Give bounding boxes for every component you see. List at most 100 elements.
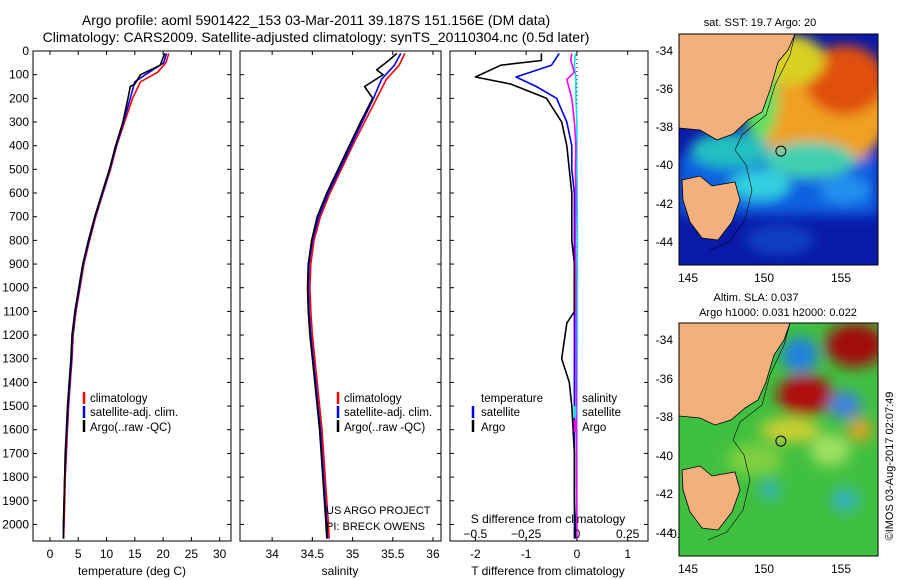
sla-lat-labels: -34 -36 -38 -40 -42 -44	[656, 333, 674, 540]
title-line1: Argo profile: aoml 5901422_153 03-Mar-20…	[82, 12, 550, 28]
x-tick-label: -1	[521, 547, 532, 561]
temperature-xlabel: temperature (deg C)	[78, 564, 186, 578]
tasmania	[681, 465, 741, 531]
difference-legend: temperature satellite Argo salinity sate…	[471, 393, 621, 434]
sst-map: sat. SST: 19.7 Argo: 20 -34 -36 -38 -40 …	[656, 17, 879, 285]
pi-annotation: PI: BRECK OWENS	[326, 521, 425, 533]
s-tick-label: 0.25	[616, 527, 640, 541]
s-tick-label: −0.5	[464, 527, 488, 541]
legend-satellite: satellite-adj. clim.	[90, 407, 178, 419]
legend-t-satellite: satellite	[481, 407, 520, 419]
legend-climatology: climatology	[90, 393, 148, 405]
lon-tick-label: 145	[678, 562, 698, 576]
x-tick-label: 10	[100, 547, 114, 561]
depth-tick-label: 800	[9, 233, 29, 247]
lon-tick-label: 155	[831, 562, 851, 576]
lat-tick-label: -34	[656, 333, 674, 347]
temperature-ticks: 0 5 10 15 20 25 30	[33, 50, 231, 561]
legend-salinity-title: salinity	[582, 393, 617, 405]
profile-location-marker	[775, 145, 787, 157]
series-line-argo-raw-qc-	[62, 53, 166, 539]
sst-lon-labels: 145 150 155	[678, 271, 851, 285]
depth-tick-label: 100	[9, 68, 29, 82]
x-tick-label: 20	[156, 547, 170, 561]
lat-tick-label: -42	[656, 197, 674, 211]
x-tick-label: 25	[185, 547, 199, 561]
temperature-legend: climatology satellite-adj. clim. Argo(..…	[82, 392, 178, 434]
legend-satellite: satellite-adj. clim.	[344, 407, 432, 419]
x-tick-label: 30	[213, 547, 227, 561]
salinity-xlabel: salinity	[322, 564, 359, 578]
project-annotation: US ARGO PROJECT	[326, 505, 431, 517]
lat-tick-label: -42	[656, 487, 674, 501]
temperature-series	[62, 53, 170, 539]
salinity-legend: climatology satellite-adj. clim. Argo(..…	[336, 392, 432, 434]
series-line-s-argo	[565, 53, 578, 539]
x-tick-label: 35	[346, 547, 360, 561]
lat-tick-label: -44	[656, 526, 674, 540]
depth-tick-label: 2000	[2, 517, 29, 531]
salinity-plot-frame	[239, 50, 442, 542]
temperature-plot-frame	[32, 50, 232, 542]
x-tick-label: 5	[75, 547, 82, 561]
depth-tick-label: 1500	[2, 399, 29, 413]
title-line2: Climatology: CARS2009. Satellite-adjuste…	[43, 29, 590, 45]
series-line-s-satellite	[573, 53, 579, 539]
difference-panel: -2 -1 0 1 S difference from climatology −0.…	[449, 50, 688, 578]
lon-tick-label: 155	[831, 271, 851, 285]
shelf-contour	[707, 323, 791, 541]
lat-tick-label: -34	[656, 44, 674, 58]
depth-tick-label: 1700	[2, 446, 29, 460]
shelf-contour	[709, 34, 796, 251]
x-tick-label: 35.5	[381, 547, 405, 561]
sst-lat-labels: -34 -36 -38 -40 -42 -44	[656, 44, 674, 249]
x-tick-label: 15	[128, 547, 142, 561]
mainland-australia	[679, 34, 796, 141]
sst-field	[679, 34, 878, 265]
lat-tick-label: -40	[656, 449, 674, 463]
depth-tick-label: 200	[9, 91, 29, 105]
x-tick-label: 36	[426, 547, 440, 561]
depth-tick-label: 1400	[2, 375, 29, 389]
salinity-ticks: 34 34.5 35 35.5 36	[240, 50, 441, 561]
depth-tick-label: 1900	[2, 494, 29, 508]
s-difference-ticks: −0.5 −0.25 0 0.25 0.5	[464, 527, 688, 541]
x-tick-label: 1	[624, 547, 631, 561]
profile-location-marker	[775, 435, 787, 447]
difference-plot-frame	[449, 50, 649, 542]
x-tick-label: -2	[470, 547, 481, 561]
sla-map-title: Altim. SLA: 0.037	[714, 292, 799, 304]
imos-credit: ©IMOS 03-Aug-2017 02:07:49	[884, 392, 896, 541]
lat-tick-label: -36	[656, 82, 674, 96]
sst-map-title: sat. SST: 19.7 Argo: 20	[704, 17, 817, 29]
legend-s-argo: Argo	[582, 422, 606, 434]
legend-s-satellite: satellite	[582, 407, 621, 419]
sla-map: Altim. SLA: 0.037 Argo h1000: 0.031 h200…	[656, 292, 879, 576]
series-line-t-argo	[474, 53, 577, 539]
depth-tick-label: 1200	[2, 328, 29, 342]
sla-field	[679, 323, 878, 556]
series-line-climatology	[309, 53, 406, 539]
lat-tick-label: -44	[656, 235, 674, 249]
sla-map-subtitle: Argo h1000: 0.031 h2000: 0.022	[699, 307, 857, 319]
depth-tick-label: 1600	[2, 423, 29, 437]
x-tick-label: 0	[574, 547, 581, 561]
mainland-australia	[679, 323, 791, 426]
lon-tick-label: 150	[754, 271, 774, 285]
depth-tick-label: 700	[9, 210, 29, 224]
depth-tick-label: 300	[9, 115, 29, 129]
x-tick-label: 34	[265, 547, 279, 561]
sla-lon-labels: 145 150 155	[678, 562, 851, 576]
lat-tick-label: -36	[656, 372, 674, 386]
depth-tick-label: 500	[9, 162, 29, 176]
depth-tick-label: 1100	[3, 304, 29, 318]
depth-tick-label: 600	[9, 186, 29, 200]
sla-map-frame	[678, 322, 879, 557]
s-difference-label: S difference from climatology	[471, 512, 626, 526]
depth-tick-label: 1300	[2, 352, 29, 366]
salinity-series	[306, 52, 406, 539]
depth-tick-label: 1800	[2, 470, 29, 484]
legend-argo: Argo(..raw -QC)	[90, 422, 171, 434]
x-tick-label: 34.5	[301, 547, 325, 561]
